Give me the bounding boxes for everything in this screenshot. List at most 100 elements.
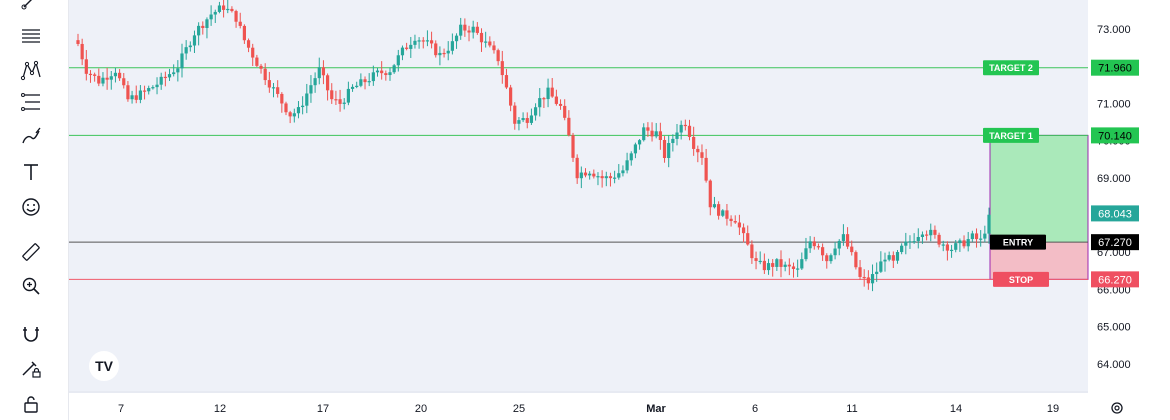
candle-body xyxy=(450,41,454,51)
candle-body xyxy=(929,229,933,236)
candle-body xyxy=(467,30,471,33)
ruler-icon[interactable] xyxy=(15,238,47,266)
zoom-in-icon[interactable] xyxy=(15,272,47,300)
emoji-icon[interactable] xyxy=(15,193,47,221)
pencil-lock-icon[interactable] xyxy=(15,355,47,383)
candle-body xyxy=(712,204,717,208)
candle-body xyxy=(301,105,305,108)
candle-body xyxy=(334,99,338,101)
candle-body xyxy=(380,70,384,74)
candle-body xyxy=(816,246,821,248)
candle-body xyxy=(509,87,513,106)
candle-body xyxy=(696,148,700,153)
tradingview-logo[interactable]: TV xyxy=(89,351,119,381)
candle-body xyxy=(862,276,866,279)
candle-body xyxy=(355,85,359,87)
candle-body xyxy=(866,277,870,284)
candle-body xyxy=(267,80,271,88)
last-price-price-tag xyxy=(1091,205,1139,222)
candle-body xyxy=(338,99,342,104)
pattern-icon[interactable] xyxy=(15,56,47,84)
candle-body xyxy=(284,103,288,113)
candle-body xyxy=(704,157,708,181)
candle-body xyxy=(945,244,950,251)
candle-body xyxy=(296,107,301,114)
target-1-badge[interactable] xyxy=(983,127,1039,143)
candle-body xyxy=(883,259,887,262)
chart-area[interactable]: 73.00072.00071.00070.00069.00068.00067.0… xyxy=(69,0,1170,420)
candle-body xyxy=(608,176,613,179)
target-2-price-label: 71.960 xyxy=(1098,63,1132,75)
candle-body xyxy=(891,255,895,261)
candle-body xyxy=(230,8,234,12)
stop-badge[interactable] xyxy=(993,271,1049,287)
target-2-price-tag xyxy=(1091,59,1139,76)
candle-body xyxy=(180,53,184,69)
candle-body xyxy=(833,248,837,256)
candle-body xyxy=(413,40,417,45)
candle-body xyxy=(583,172,588,176)
candle-body xyxy=(729,218,733,222)
candle-body xyxy=(841,234,846,241)
candle-body xyxy=(93,74,97,76)
candle-body xyxy=(517,120,521,124)
magnet-icon[interactable] xyxy=(15,320,47,348)
candle-body xyxy=(912,241,916,243)
candle-body xyxy=(949,249,954,252)
candle-body xyxy=(629,153,633,161)
y-tick-label: 69.000 xyxy=(1097,173,1131,185)
candle-body xyxy=(800,259,804,269)
candle-body xyxy=(783,264,787,267)
logo-background xyxy=(89,351,119,381)
x-tick-label: 19 xyxy=(1047,403,1059,415)
candle-body xyxy=(459,24,463,36)
candle-body xyxy=(405,47,409,49)
candle-body xyxy=(463,24,467,31)
plot-background xyxy=(69,0,1088,420)
trend-line-icon[interactable] xyxy=(15,0,47,14)
settings-icon-ring xyxy=(1111,402,1123,414)
candle-body xyxy=(396,55,400,66)
candle-body xyxy=(217,5,222,12)
candle-body xyxy=(513,105,517,124)
candle-body xyxy=(970,233,974,240)
price-chart[interactable]: 73.00072.00071.00070.00069.00068.00067.0… xyxy=(69,0,1170,420)
candle-body xyxy=(434,43,438,56)
candle-body xyxy=(134,95,138,100)
candle-body xyxy=(367,81,371,83)
candle-body xyxy=(596,176,600,178)
candle-body xyxy=(571,135,575,158)
candle-body xyxy=(787,264,791,267)
target-2-label: TARGET 2 xyxy=(989,63,1033,73)
candle-body xyxy=(721,210,725,216)
candle-body xyxy=(438,52,442,56)
candle-body xyxy=(213,11,217,15)
lock-icon[interactable] xyxy=(15,390,47,418)
candle-body xyxy=(197,25,201,36)
stop-price-label: 66.270 xyxy=(1098,274,1132,286)
candle-body xyxy=(879,261,883,272)
candle-body xyxy=(350,86,355,89)
candle-body xyxy=(650,130,654,137)
entry-badge[interactable] xyxy=(990,234,1046,250)
candle-body xyxy=(226,8,230,11)
x-tick-label: 25 xyxy=(513,403,525,415)
horizontal-lines-icon[interactable] xyxy=(15,22,47,50)
candle-body xyxy=(305,93,309,106)
target-2-badge[interactable] xyxy=(983,60,1039,76)
candle-body xyxy=(613,177,617,179)
x-tick-label: Mar xyxy=(646,403,666,415)
candle-body xyxy=(425,40,430,42)
candle-body xyxy=(313,78,317,86)
candle-body xyxy=(342,102,346,104)
target-1-label: TARGET 1 xyxy=(989,131,1033,141)
brush-icon[interactable] xyxy=(15,122,47,150)
candle-body xyxy=(525,118,529,123)
text-icon[interactable] xyxy=(15,158,47,186)
candle-body xyxy=(163,76,167,79)
candle-body xyxy=(242,25,246,41)
fib-levels-icon[interactable] xyxy=(15,88,47,116)
profit-zone[interactable] xyxy=(990,135,1088,243)
settings-icon[interactable] xyxy=(1111,402,1123,414)
candle-body xyxy=(288,112,292,117)
